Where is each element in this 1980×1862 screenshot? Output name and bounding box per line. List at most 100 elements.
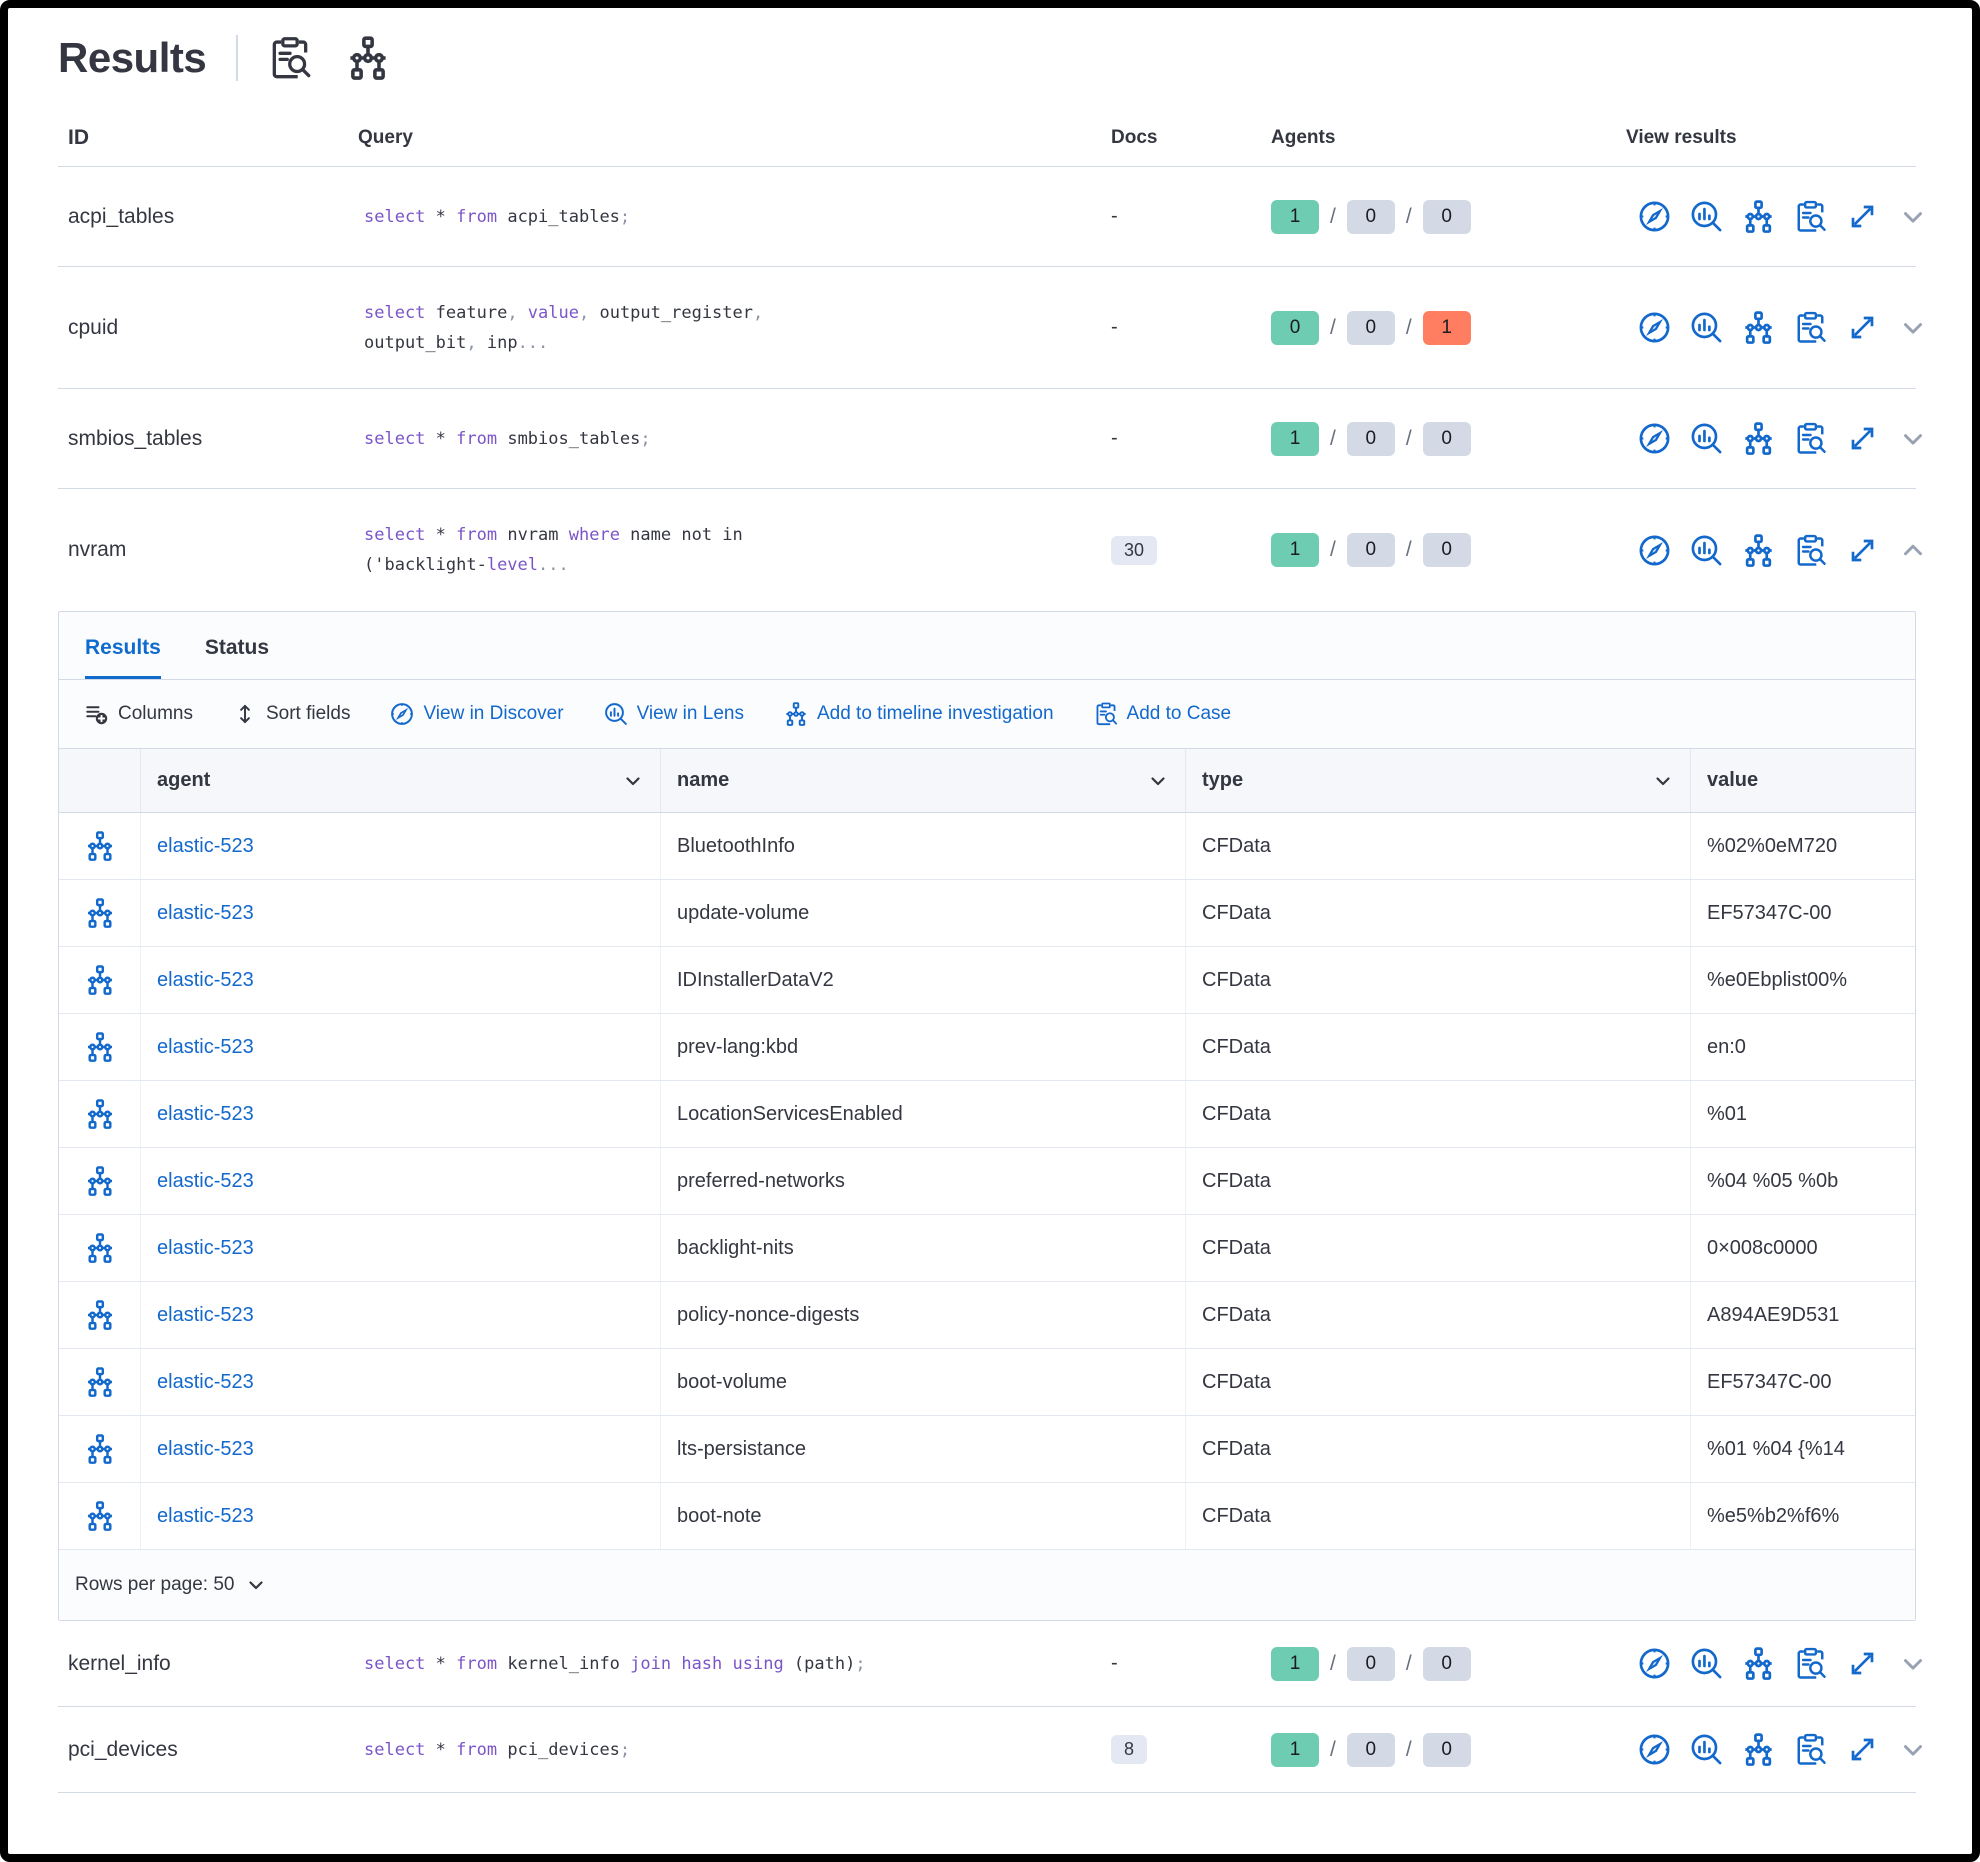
result-row: elastic-523 lts-persistance CFData %01 %04 … — [59, 1416, 1915, 1483]
agents-status: 1/0/0 — [1271, 199, 1626, 234]
agents-pending-badge: 0 — [1346, 1732, 1395, 1767]
add-row-to-timeline-icon[interactable] — [85, 965, 115, 995]
add-to-case-icon[interactable] — [1794, 311, 1827, 344]
result-type: CFData — [1186, 1148, 1691, 1214]
query-id: pci_devices — [68, 1737, 178, 1761]
add-row-to-timeline-icon[interactable] — [85, 831, 115, 861]
agent-link[interactable]: elastic-523 — [157, 1236, 254, 1259]
col-header-agents: Agents — [1271, 127, 1336, 148]
rows-per-page[interactable]: Rows per page: 50 — [75, 1574, 235, 1595]
agent-link[interactable]: elastic-523 — [157, 1169, 254, 1192]
expand-icon[interactable] — [1846, 1647, 1879, 1680]
result-row: elastic-523 boot-volume CFData EF57347C-00 — [59, 1349, 1915, 1416]
agent-link[interactable]: elastic-523 — [157, 901, 254, 924]
result-name: lts-persistance — [661, 1416, 1186, 1482]
add-to-case-icon[interactable] — [1794, 1647, 1827, 1680]
view-in-lens-icon[interactable] — [1690, 1733, 1723, 1766]
agent-link[interactable]: elastic-523 — [157, 1504, 254, 1527]
add-to-timeline-icon[interactable] — [1742, 533, 1775, 567]
add-row-to-timeline-icon[interactable] — [85, 898, 115, 928]
result-name: update-volume — [661, 880, 1186, 946]
chevron-down-icon[interactable] — [1898, 1649, 1928, 1679]
panel-tabs: Results Status — [59, 612, 1915, 680]
agents-status: 1/0/0 — [1271, 1732, 1626, 1767]
expand-icon[interactable] — [1846, 1733, 1879, 1766]
agent-link[interactable]: elastic-523 — [157, 834, 254, 857]
agents-failed-badge: 0 — [1422, 533, 1471, 567]
agent-link[interactable]: elastic-523 — [157, 1035, 254, 1058]
add-to-case-icon[interactable] — [1794, 200, 1827, 233]
chevron-down-icon[interactable] — [1898, 202, 1928, 232]
view-in-discover-button[interactable]: View in Discover — [390, 702, 564, 726]
view-in-discover-icon[interactable] — [1638, 534, 1671, 567]
view-in-lens-icon[interactable] — [1690, 311, 1723, 344]
chevron-down-icon[interactable] — [1898, 1735, 1928, 1765]
add-row-to-timeline-icon[interactable] — [85, 1367, 115, 1397]
add-to-timeline-icon[interactable] — [1742, 422, 1775, 455]
add-row-to-timeline-icon[interactable] — [85, 1233, 115, 1263]
queries-table-header: ID Query Docs Agents View results — [58, 112, 1916, 167]
col-header-name[interactable]: name — [661, 749, 1186, 812]
col-header-value[interactable]: value — [1707, 769, 1759, 791]
add-row-to-timeline-icon[interactable] — [85, 1300, 115, 1330]
sort-fields-button[interactable]: Sort fields — [233, 702, 350, 726]
agent-link[interactable]: elastic-523 — [157, 1303, 254, 1326]
results-data-table: agent name type value elastic-523 Bluetoo… — [59, 749, 1915, 1620]
view-in-lens-icon[interactable] — [1690, 422, 1723, 455]
col-header-agent[interactable]: agent — [141, 749, 661, 812]
tab-results[interactable]: Results — [85, 636, 161, 679]
view-in-lens-button[interactable]: View in Lens — [604, 702, 744, 726]
results-table-header: agent name type value — [59, 749, 1915, 813]
add-row-to-timeline-icon[interactable] — [85, 1032, 115, 1062]
add-to-timeline-button[interactable]: Add to timeline investigation — [784, 702, 1054, 726]
add-to-timeline-icon[interactable] — [1742, 1733, 1775, 1766]
view-in-discover-icon[interactable] — [1638, 422, 1671, 455]
add-row-to-timeline-icon[interactable] — [85, 1434, 115, 1464]
chevron-up-icon[interactable] — [1898, 535, 1928, 565]
results-toolbar: Columns Sort fields View in Discover Vie… — [59, 680, 1915, 749]
chevron-down-icon[interactable] — [1898, 313, 1928, 343]
agent-link[interactable]: elastic-523 — [157, 1437, 254, 1460]
result-type: CFData — [1186, 880, 1691, 946]
add-row-to-timeline-icon[interactable] — [85, 1501, 115, 1531]
add-row-to-timeline-icon[interactable] — [85, 1099, 115, 1129]
agent-link[interactable]: elastic-523 — [157, 1102, 254, 1125]
view-in-lens-icon[interactable] — [1690, 200, 1723, 233]
result-row: elastic-523 boot-note CFData %e5%b2%f6% — [59, 1483, 1915, 1550]
expand-icon[interactable] — [1846, 311, 1879, 344]
expand-icon[interactable] — [1846, 534, 1879, 567]
timeline-icon[interactable] — [346, 36, 390, 80]
add-to-timeline-icon[interactable] — [1742, 311, 1775, 344]
expanded-results-panel: Results Status Columns Sort fields View … — [58, 611, 1916, 1621]
view-in-discover-icon[interactable] — [1638, 311, 1671, 344]
query-sql: select * from nvram where name not in ('… — [364, 525, 743, 575]
add-to-timeline-icon[interactable] — [1742, 200, 1775, 233]
table-row-pci-devices: pci_devices select * from pci_devices; 8… — [58, 1707, 1922, 1793]
view-in-lens-icon[interactable] — [1690, 1647, 1723, 1680]
add-to-case-icon[interactable] — [1794, 422, 1827, 455]
view-in-discover-icon[interactable] — [1638, 200, 1671, 233]
expand-icon[interactable] — [1846, 200, 1879, 233]
view-in-discover-icon[interactable] — [1638, 1733, 1671, 1766]
columns-icon — [85, 702, 109, 726]
inspect-query-icon[interactable] — [268, 36, 312, 80]
view-in-lens-icon[interactable] — [1690, 534, 1723, 567]
columns-button[interactable]: Columns — [85, 702, 193, 726]
add-to-case-icon[interactable] — [1794, 1733, 1827, 1766]
query-id: smbios_tables — [68, 426, 203, 450]
chevron-down-icon[interactable] — [1898, 424, 1928, 454]
col-header-type[interactable]: type — [1186, 749, 1691, 812]
tab-status[interactable]: Status — [204, 636, 270, 659]
view-in-discover-icon[interactable] — [1638, 1647, 1671, 1680]
agents-failed-badge: 0 — [1422, 199, 1471, 234]
add-to-timeline-icon[interactable] — [1742, 1647, 1775, 1680]
add-to-case-button[interactable]: Add to Case — [1094, 702, 1231, 726]
add-to-case-icon[interactable] — [1794, 534, 1827, 567]
add-row-to-timeline-icon[interactable] — [85, 1166, 115, 1196]
chevron-down-icon[interactable] — [245, 1574, 267, 1596]
agent-link[interactable]: elastic-523 — [157, 968, 254, 991]
agent-link[interactable]: elastic-523 — [157, 1370, 254, 1393]
expand-icon[interactable] — [1846, 422, 1879, 455]
result-type: CFData — [1186, 1215, 1691, 1281]
